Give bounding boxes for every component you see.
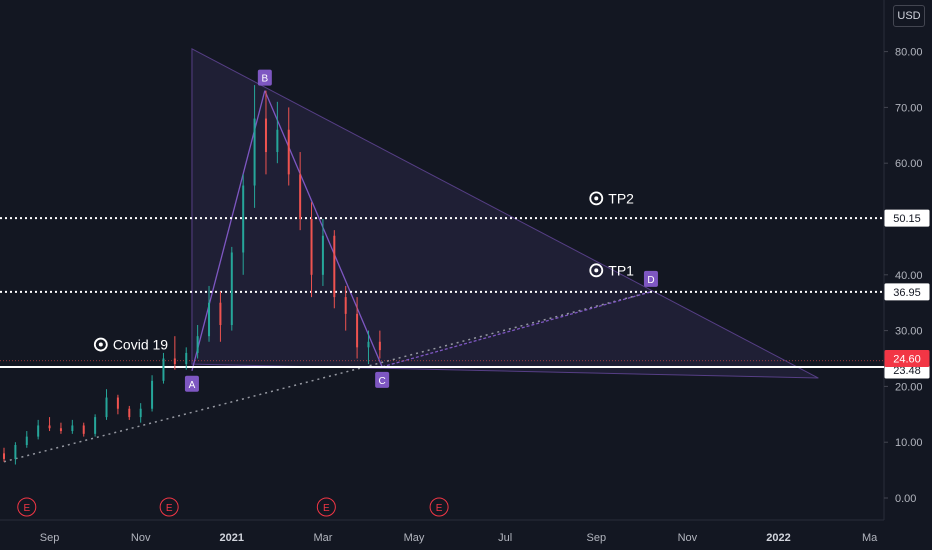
covid-19-target-icon[interactable] (93, 337, 108, 352)
candle-body[interactable] (367, 341, 370, 348)
x-tick-label: Nov (131, 532, 151, 544)
tp2-annotation: TP2 (608, 190, 634, 206)
x-tick-label: Ma (862, 532, 878, 544)
candle-body[interactable] (253, 118, 256, 186)
earnings-event-icon[interactable] (429, 497, 449, 517)
candle-body[interactable] (139, 408, 142, 418)
y-tick-label: 30.00 (895, 326, 923, 338)
tp1-target-icon[interactable] (589, 263, 604, 278)
candle-body[interactable] (185, 352, 188, 365)
candle-body[interactable] (48, 425, 51, 429)
x-tick-label: Jul (498, 532, 512, 544)
pattern-leg-bc[interactable] (264, 90, 383, 368)
price-tag-tp1-text: 36.95 (893, 287, 921, 299)
x-tick-label: May (404, 532, 425, 544)
earnings-event-icon[interactable] (159, 497, 179, 517)
point-d-label: D (647, 275, 654, 286)
candle-body[interactable] (208, 302, 211, 337)
candle-body[interactable] (151, 380, 154, 409)
candle-body[interactable] (105, 397, 108, 418)
tp1-annotation: TP1 (608, 262, 634, 278)
point-b-marker[interactable] (257, 69, 272, 86)
candle-body[interactable] (128, 408, 131, 418)
y-tick-label: 20.00 (895, 381, 923, 393)
covid-19-annotation: Covid 19 (113, 337, 168, 353)
price-tag-support-text: 23.48 (893, 365, 921, 377)
candle-body[interactable] (116, 397, 119, 409)
candle-body[interactable] (3, 453, 5, 459)
pattern-leg-ab[interactable] (191, 90, 266, 371)
candle-body[interactable] (344, 297, 347, 314)
candle-body[interactable] (321, 235, 324, 275)
candle-body[interactable] (264, 118, 267, 153)
candle-body[interactable] (25, 436, 28, 445)
x-tick-label: Sep (586, 532, 606, 544)
candle-body[interactable] (71, 425, 74, 432)
candle-body[interactable] (162, 358, 165, 381)
earnings-event-label: E (23, 503, 30, 514)
covid-19-target-dot (98, 342, 103, 347)
point-c-label: C (379, 376, 386, 387)
price-tag-tp2-text: 50.15 (893, 213, 921, 225)
candle-body[interactable] (299, 174, 302, 219)
candle-body[interactable] (333, 235, 336, 298)
currency-badge[interactable]: USD (893, 5, 925, 27)
candle-body[interactable] (37, 425, 40, 437)
tp2-target-dot (594, 196, 599, 201)
price-tag-current-bg (884, 350, 930, 367)
candle-body[interactable] (310, 219, 313, 275)
candle-body[interactable] (94, 417, 97, 434)
pattern-leg-cd[interactable] (381, 291, 652, 368)
price-tag-tp2[interactable]: 50.15 (884, 209, 930, 227)
price-tag-current[interactable]: 24.60 (884, 350, 930, 367)
y-tick-label: 10.00 (895, 437, 923, 449)
price-tag-tp1[interactable]: 36.95 (884, 283, 930, 301)
point-a-marker[interactable] (184, 375, 199, 392)
tp2-target-icon[interactable] (589, 191, 604, 206)
candle-body[interactable] (230, 252, 233, 326)
earnings-event-icon[interactable] (17, 497, 37, 517)
y-tick-label: 60.00 (895, 158, 923, 170)
y-tick-label: 70.00 (895, 102, 923, 114)
point-a-label: A (189, 380, 196, 391)
y-tick-label: 80.00 (895, 47, 923, 59)
candle-body[interactable] (378, 341, 381, 351)
candle-body[interactable] (196, 336, 199, 353)
x-tick-label: Sep (40, 532, 60, 544)
candle-body[interactable] (14, 444, 17, 459)
candle-body[interactable] (59, 428, 62, 432)
y-tick-label: 40.00 (895, 270, 923, 282)
x-tick-label: 2021 (220, 532, 244, 544)
price-tag-tp1-bg (884, 283, 930, 301)
candle-body[interactable] (242, 185, 245, 253)
earnings-event-label: E (166, 503, 173, 514)
x-tick-label: Nov (678, 532, 698, 544)
candle-body[interactable] (173, 358, 176, 365)
x-tick-label: 2022 (766, 532, 790, 544)
candle-body[interactable] (276, 129, 279, 153)
triangle-pattern[interactable] (191, 47, 819, 379)
candle-body[interactable] (356, 313, 359, 348)
candle-body[interactable] (287, 129, 290, 175)
point-b-label: B (261, 74, 268, 85)
candle-body[interactable] (219, 302, 222, 326)
price-tag-current-text: 24.60 (893, 354, 921, 366)
candle-body[interactable] (82, 425, 85, 434)
point-c-marker[interactable] (375, 371, 390, 388)
x-tick-label: Mar (313, 532, 332, 544)
tp1-target-dot (594, 268, 599, 273)
earnings-event-label: E (436, 503, 443, 514)
earnings-event-icon[interactable] (316, 497, 336, 517)
point-d-marker[interactable] (643, 270, 658, 287)
price-tag-tp2-bg (884, 209, 930, 227)
y-tick-label: 0.00 (895, 493, 916, 505)
earnings-event-label: E (323, 503, 330, 514)
